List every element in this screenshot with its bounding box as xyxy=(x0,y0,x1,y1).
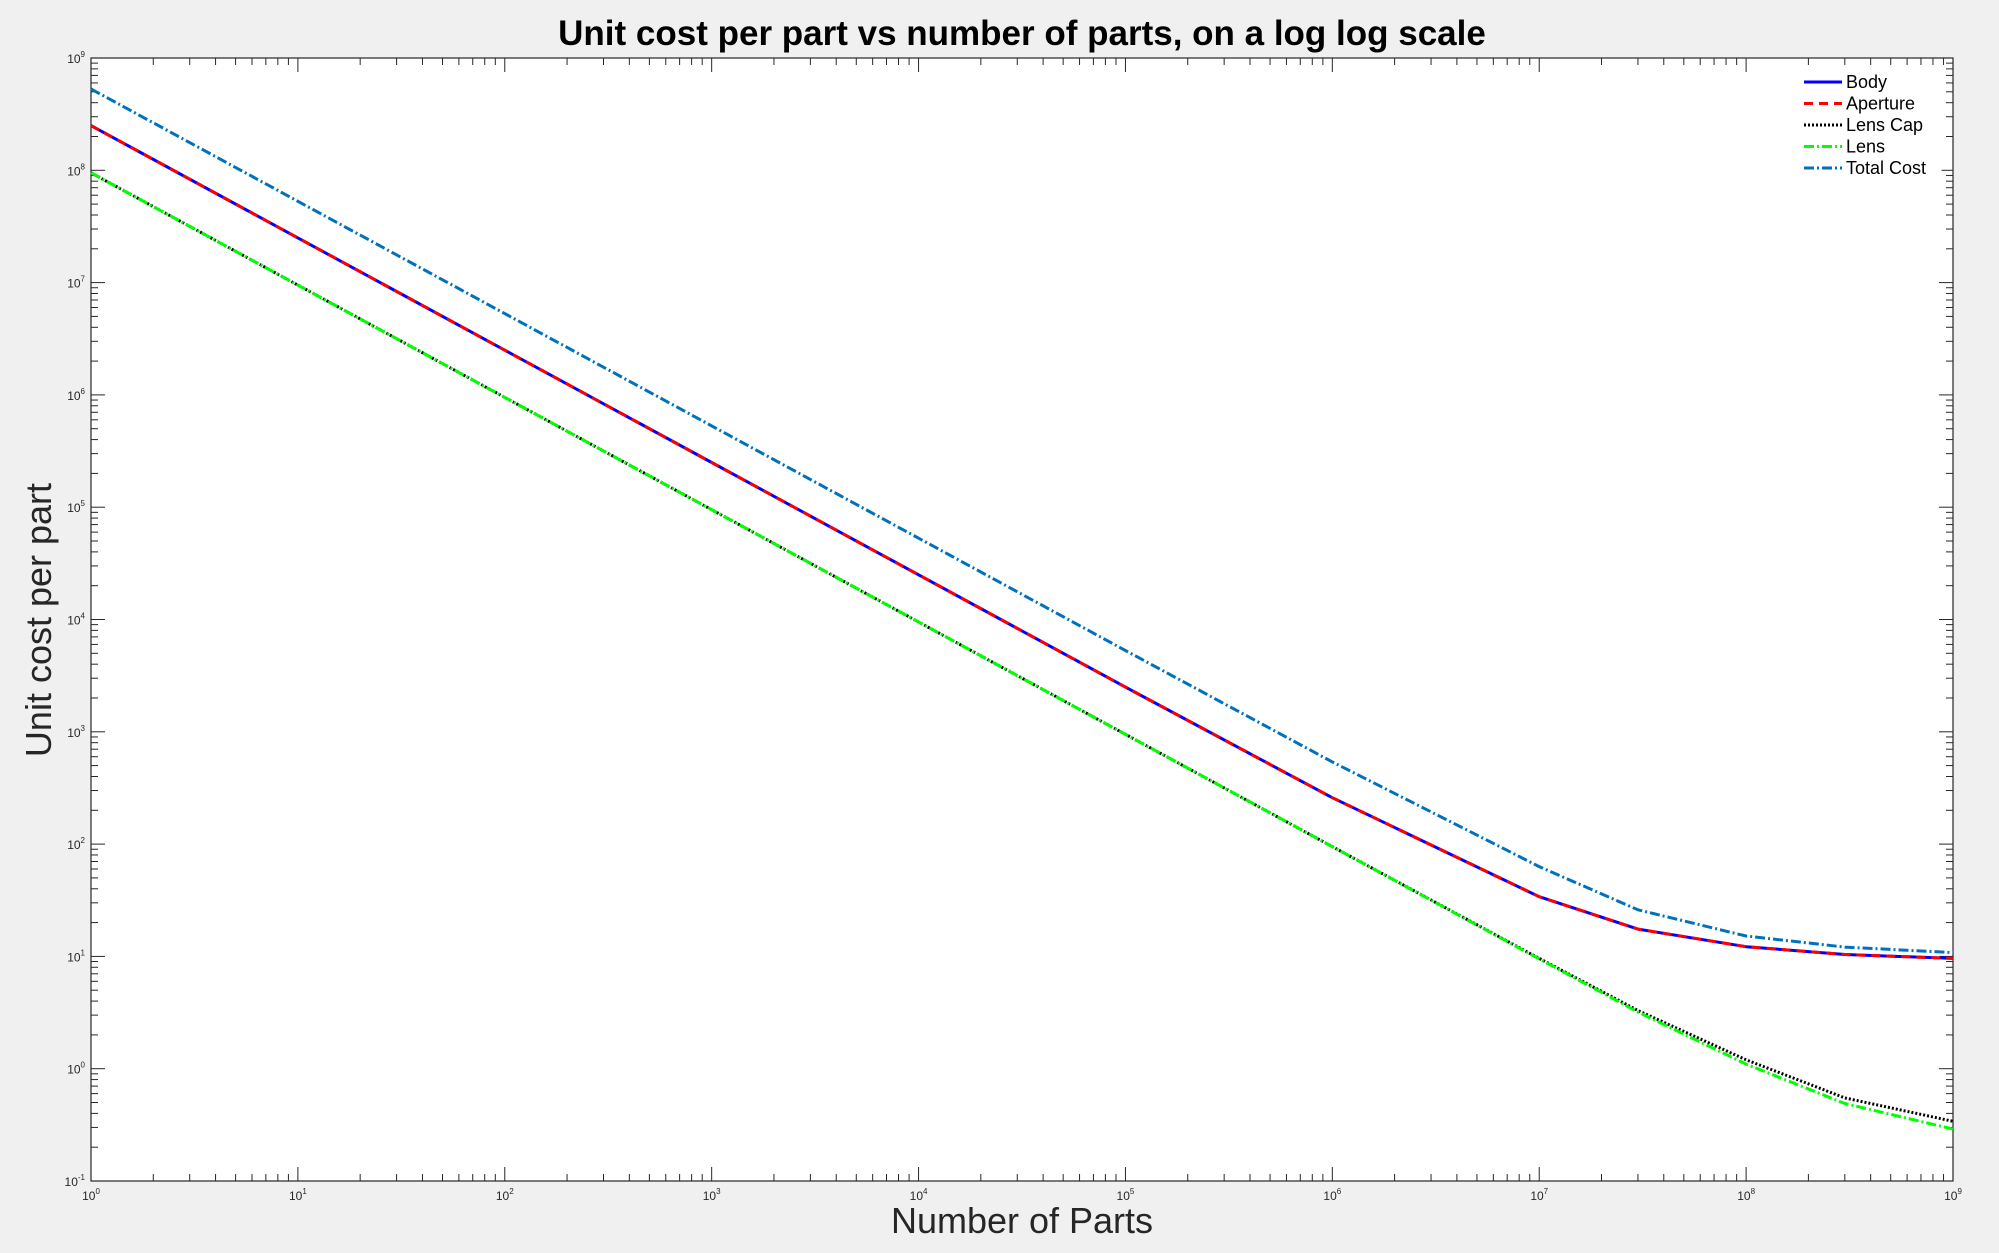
series-line-total-cost xyxy=(90,87,1954,955)
y-tick-label: 101 xyxy=(67,948,85,964)
y-tick-label: 106 xyxy=(67,387,85,403)
legend-label-lens: Lens xyxy=(1846,137,1885,157)
y-tick-label: 108 xyxy=(67,162,85,178)
x-tick-label: 106 xyxy=(1323,1187,1341,1203)
legend-label-total-cost: Total Cost xyxy=(1846,158,1926,178)
series-line-lens xyxy=(90,171,1954,1131)
x-tick-label: 102 xyxy=(496,1187,514,1203)
x-tick-label: 105 xyxy=(1117,1187,1135,1203)
legend-box xyxy=(1794,69,1942,181)
y-tick-label: 109 xyxy=(67,50,85,66)
y-tick-label: 105 xyxy=(67,499,85,515)
legend-label-aperture: Aperture xyxy=(1846,94,1915,114)
x-tick-label: 109 xyxy=(1944,1187,1962,1203)
x-tick-label: 103 xyxy=(703,1187,721,1203)
axis-ticks xyxy=(90,58,1953,1182)
y-tick-label: 104 xyxy=(67,612,85,628)
x-tick-label: 107 xyxy=(1530,1187,1548,1203)
y-tick-label: 102 xyxy=(67,836,85,852)
chart-title: Unit cost per part vs number of parts, o… xyxy=(558,14,1486,53)
series-line-aperture xyxy=(90,124,1954,960)
y-tick-label: 10-1 xyxy=(65,1173,86,1189)
legend-label-lens-cap: Lens Cap xyxy=(1846,115,1923,135)
x-tick-label: 104 xyxy=(910,1187,928,1203)
legend-label-body: Body xyxy=(1846,72,1887,92)
x-tick-label: 100 xyxy=(82,1187,100,1203)
x-tick-label: 101 xyxy=(289,1187,307,1203)
x-axis-label: Number of Parts xyxy=(891,1200,1153,1241)
series-lines xyxy=(90,87,1954,1131)
plot-area xyxy=(90,57,1954,1182)
x-tick-label: 108 xyxy=(1737,1187,1755,1203)
tick-labels: 100 101 102 103 104 105 106 107 108 10910-1100101… xyxy=(65,50,1963,1203)
y-tick-label: 107 xyxy=(67,275,85,291)
y-tick-label: 103 xyxy=(67,724,85,740)
y-tick-label: 100 xyxy=(67,1061,85,1077)
y-axis-label: Unit cost per part xyxy=(18,483,59,757)
